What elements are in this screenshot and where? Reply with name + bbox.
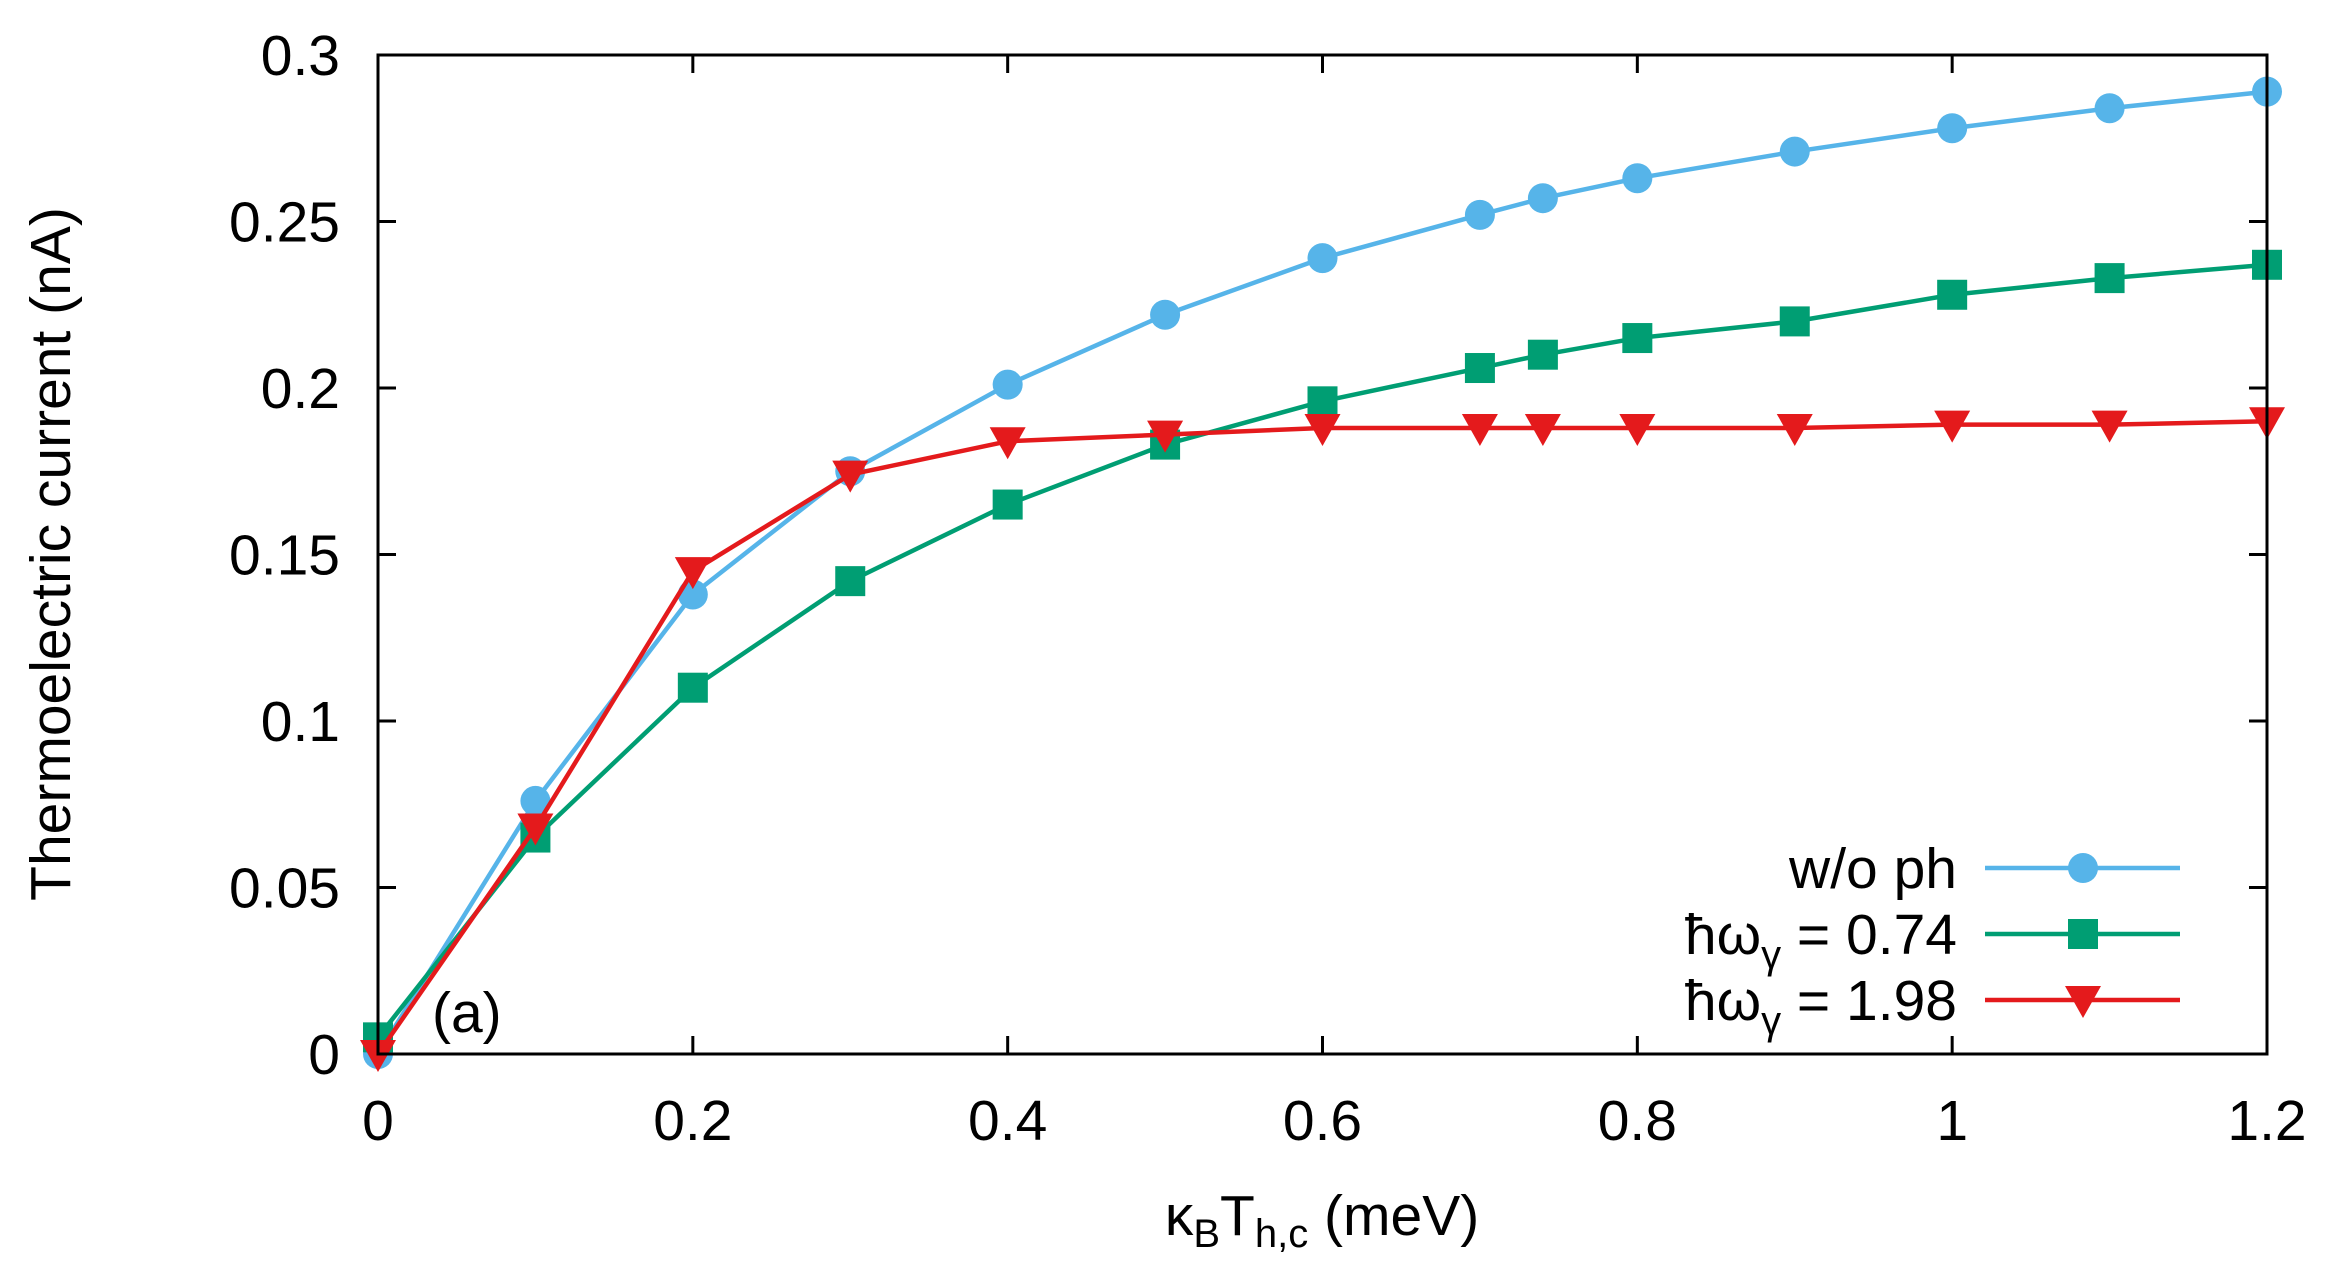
plot-frame (376, 53, 2269, 1056)
data-point (1779, 306, 1810, 337)
x-title-sub-b: B (1193, 1212, 1220, 1256)
data-point (2091, 410, 2128, 443)
x-title-kappa: κ (1165, 1184, 1194, 1248)
legend-label-tail: = 0.74 (1781, 903, 1957, 967)
legend-swatch-marker (2065, 986, 2101, 1018)
data-point (517, 813, 554, 846)
legend-label-main: ħω (1685, 903, 1761, 967)
data-point (360, 1040, 396, 1072)
data-point (677, 672, 708, 703)
data-point (1619, 413, 1656, 446)
x-tick-label: 1.2 (2227, 1089, 2306, 1153)
y-tick-label: 0 (308, 1023, 340, 1087)
data-point (1464, 199, 1495, 230)
legend-label-sub: γ (1761, 933, 1781, 977)
legend-item: ħωγ = 0.74 (1685, 903, 2180, 977)
tick-labels: 0 0.2 0.4 0.6 0.8 1 1.2 0 0.05 0.1 0.15 0.2 0.25 0.3 (229, 24, 2307, 1153)
y-tick-label: 0.1 (261, 690, 340, 754)
legend-label-tail: = 1.98 (1781, 969, 1957, 1033)
legend-label-sub: γ (1761, 999, 1781, 1043)
data-point (1934, 410, 1971, 443)
y-tick-label: 0.25 (229, 191, 340, 255)
data-point (674, 557, 711, 590)
legend-label: ħωγ = 0.74 (1685, 903, 1957, 977)
data-point (1779, 136, 1810, 167)
legend-label: ħωγ = 1.98 (1685, 969, 1957, 1043)
series-line (376, 262, 2268, 1039)
data-point (1527, 183, 1558, 214)
legend-label-main: w/o ph (1788, 837, 1957, 901)
x-tick-label: 0.8 (1598, 1089, 1677, 1153)
data-point (992, 369, 1023, 400)
panel-label: (a) (432, 981, 502, 1045)
x-title-sub-hc: h,c (1255, 1212, 1308, 1256)
data-point (1524, 413, 1561, 446)
axis-ticks (376, 53, 2269, 1056)
data-point (832, 460, 869, 493)
data-point (1304, 413, 1341, 446)
data-point (1527, 339, 1558, 370)
data-point (2094, 263, 2125, 294)
series-line (376, 89, 2268, 1056)
series-group (360, 76, 2285, 1072)
y-tick-label: 0.15 (229, 524, 340, 588)
data-point (1937, 113, 1968, 144)
data-point (2094, 93, 2125, 124)
legend-swatch-marker (2068, 919, 2098, 949)
data-point (835, 566, 866, 597)
legend-label: w/o ph (1788, 837, 1957, 901)
y-axis-title: Thermoelectric current (nA) (19, 207, 83, 901)
x-axis-title: κBTh,c (meV) (1165, 1184, 1479, 1256)
series-3 (360, 407, 2285, 1072)
x-tick-label: 0 (362, 1089, 394, 1153)
data-point (989, 427, 1026, 460)
data-point (992, 489, 1023, 520)
legend-label-main: ħω (1685, 969, 1761, 1033)
data-point (1307, 386, 1338, 417)
data-point (1464, 353, 1495, 384)
data-point (1622, 323, 1653, 354)
y-tick-label: 0.3 (261, 24, 340, 88)
x-tick-label: 1 (1936, 1089, 1968, 1153)
legend-item: w/o ph (1788, 837, 2180, 901)
data-point (1937, 279, 1968, 310)
data-point (1307, 243, 1338, 274)
x-tick-label: 0.2 (653, 1089, 732, 1153)
x-tick-label: 0.6 (1283, 1089, 1362, 1153)
series-1 (363, 76, 2282, 1069)
legend-swatch-marker (2068, 853, 2098, 883)
y-tick-label: 0.2 (261, 357, 340, 421)
data-point (1461, 413, 1498, 446)
data-point (520, 785, 551, 816)
data-point (1622, 163, 1653, 194)
x-tick-label: 0.4 (968, 1089, 1047, 1153)
x-title-t: T (1220, 1184, 1255, 1248)
series-line (376, 419, 2268, 1056)
legend-item: ħωγ = 1.98 (1685, 969, 2180, 1043)
x-title-unit: (meV) (1308, 1184, 1479, 1248)
y-tick-label: 0.05 (229, 857, 340, 921)
data-point (1150, 299, 1181, 330)
data-point (1776, 413, 1813, 446)
data-point (1147, 420, 1184, 453)
